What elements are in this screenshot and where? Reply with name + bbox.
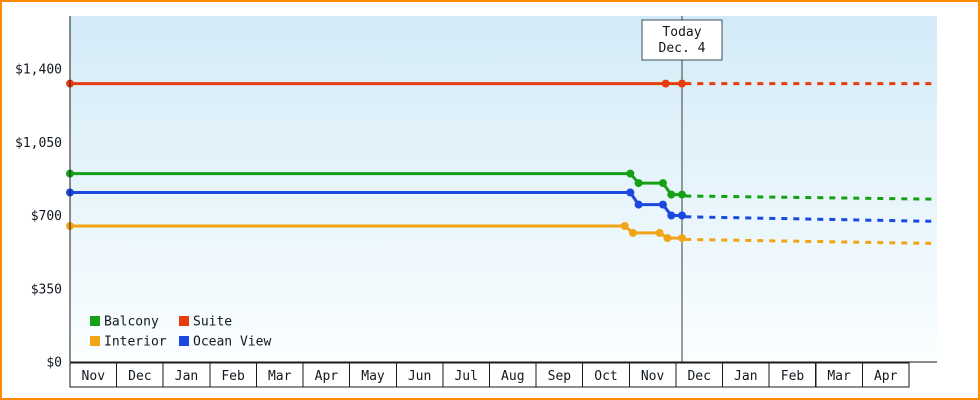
plot-background: [70, 16, 937, 362]
y-axis-tick-label: $1,400: [15, 63, 62, 78]
legend-swatch-interior: [90, 336, 100, 346]
x-axis-month-label: Jul: [454, 369, 477, 384]
today-label-line2: Dec. 4: [659, 41, 706, 56]
series-group: [66, 79, 937, 245]
series-projection-line: [685, 215, 937, 223]
x-axis-month-label: Oct: [594, 369, 617, 384]
data-point-marker: [658, 200, 667, 209]
data-point-marker: [663, 234, 672, 243]
legend-swatch-ocean-view: [179, 336, 189, 346]
legend-item-ocean-view: Ocean View: [179, 335, 271, 350]
legend-swatch-balcony: [90, 316, 100, 326]
x-axis-month-label: Jan: [734, 369, 757, 384]
legend-label-balcony: Balcony: [104, 315, 159, 330]
data-point-marker: [658, 179, 667, 188]
data-point-marker: [678, 79, 686, 88]
x-axis-month-cell: [489, 362, 537, 388]
x-axis-month-label: Aug: [501, 369, 524, 384]
series-projection-line: [685, 194, 937, 201]
x-axis-month-label: Dec: [687, 369, 710, 384]
x-axis-month-label: Jun: [408, 369, 431, 384]
x-axis-month-cell: [255, 362, 304, 388]
x-axis-month-label: Apr: [315, 369, 339, 384]
y-axis-tick-label: $0: [46, 356, 62, 371]
x-axis-month-label: Nov: [82, 369, 106, 384]
legend-label-ocean-view: Ocean View: [193, 335, 271, 350]
y-axis-tick-label: $700: [31, 209, 62, 224]
series-balcony: [66, 169, 937, 201]
x-axis-month-cell: [349, 362, 397, 388]
x-axis-month-cell: [722, 362, 770, 388]
legend-item-interior: Interior: [90, 335, 167, 350]
today-label-box: Today Dec. 4: [641, 19, 723, 61]
x-axis-month-label: Feb: [221, 369, 245, 384]
x-axis-month-label: Nov: [641, 369, 665, 384]
x-axis-month-cell: [116, 362, 164, 388]
legend-label-suite: Suite: [193, 315, 232, 330]
x-axis-month-label: Dec: [128, 369, 151, 384]
data-point-marker: [629, 228, 637, 237]
x-axis-month-label: Mar: [268, 369, 292, 384]
legend-swatch-suite: [179, 316, 189, 326]
x-axis-month-cell: [209, 362, 257, 388]
x-axis-month-cell: [628, 362, 677, 388]
series-projection-line: [685, 237, 937, 245]
data-point-marker: [678, 211, 686, 220]
x-axis-month-cell: [535, 362, 584, 388]
data-point-marker: [634, 179, 643, 188]
x-axis-month-cell: [395, 362, 444, 388]
series-interior: [66, 222, 937, 245]
y-axis: $1,400 $1,050 $700 $350 $0: [15, 63, 62, 371]
x-axis-month-label: Feb: [781, 369, 805, 384]
x-axis-month-label: Apr: [874, 369, 898, 384]
legend-item-balcony: Balcony: [90, 315, 159, 330]
data-point-marker: [634, 200, 643, 209]
data-point-marker: [678, 190, 686, 199]
data-point-marker: [626, 169, 635, 178]
x-axis-month-cell: [675, 362, 724, 388]
y-axis-tick-label: $350: [31, 282, 62, 297]
series-suite: [66, 79, 937, 88]
series-ocean-view: [66, 188, 937, 223]
today-label-line1: Today: [662, 25, 701, 40]
legend-item-suite: Suite: [179, 315, 232, 330]
data-point-marker: [620, 222, 629, 230]
data-point-marker: [678, 234, 686, 243]
data-point-marker: [626, 188, 635, 197]
y-axis-tick-label: $1,050: [15, 136, 62, 151]
x-axis-month-cell: [768, 362, 817, 388]
data-point-marker: [661, 79, 670, 88]
x-axis-month-cell: [815, 362, 863, 388]
x-axis-month-cell: [861, 362, 910, 388]
data-point-marker: [667, 190, 676, 199]
data-point-marker: [655, 228, 664, 237]
data-point-marker: [667, 211, 676, 220]
legend-label-interior: Interior: [104, 335, 167, 350]
x-axis-month-label: May: [361, 369, 385, 384]
x-axis-month-label: Sep: [548, 369, 572, 384]
today-box: [641, 19, 723, 61]
x-axis-month-cell: [582, 362, 630, 388]
x-axis-month-label: Mar: [827, 369, 851, 384]
x-axis-month-label: Jan: [175, 369, 198, 384]
legend: Balcony Suite Interior Ocean View: [90, 315, 271, 350]
x-axis: Nov Dec Jan Feb Mar Apr May Jun Jul Aug Sep Oct Nov D…: [69, 362, 910, 388]
